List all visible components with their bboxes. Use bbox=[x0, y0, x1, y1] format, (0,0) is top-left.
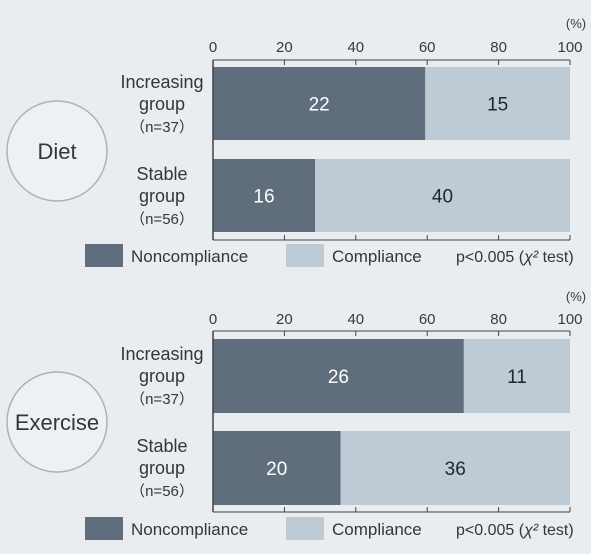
bar-value-label: 15 bbox=[487, 95, 508, 116]
x-tick-label: 40 bbox=[347, 39, 364, 56]
x-tick-label: 40 bbox=[347, 311, 364, 328]
category-sample-size: （n=56） bbox=[130, 211, 194, 228]
category-sample-size: （n=37） bbox=[130, 391, 194, 408]
p-value-prefix: p<0.005 ( bbox=[456, 249, 525, 266]
bar-value-label: 36 bbox=[445, 459, 466, 480]
category-sample-size: （n=56） bbox=[130, 483, 194, 500]
x-tick-label: 60 bbox=[419, 311, 436, 328]
x-tick-label: 100 bbox=[557, 39, 582, 56]
bar-value-label: 20 bbox=[266, 459, 287, 480]
p-value-suffix: test) bbox=[538, 522, 574, 539]
p-value-note: p<0.005 (χ² test) bbox=[456, 249, 574, 266]
x-tick-label: 20 bbox=[276, 39, 293, 56]
bar-value-label: 26 bbox=[328, 367, 349, 388]
p-value-note: p<0.005 (χ² test) bbox=[456, 522, 574, 539]
category-label-line1: Stable bbox=[136, 436, 187, 456]
p-value-suffix: test) bbox=[538, 249, 574, 266]
panel-title-circle bbox=[6, 371, 108, 473]
legend-label-compliance: Compliance bbox=[332, 520, 422, 539]
p-value-prefix: p<0.005 ( bbox=[456, 522, 525, 539]
x-tick-label: 60 bbox=[419, 39, 436, 56]
legend-swatch-compliance bbox=[286, 517, 324, 540]
category-label-line1: Increasing bbox=[120, 72, 203, 92]
category-label-line2: group bbox=[139, 458, 185, 478]
x-tick-label: 20 bbox=[276, 311, 293, 328]
bar-noncompliance-1 bbox=[213, 159, 315, 232]
legend-swatch-noncompliance bbox=[85, 244, 123, 267]
axis-unit-label: (%) bbox=[566, 16, 586, 31]
category-label-line2: group bbox=[139, 186, 185, 206]
legend-label-noncompliance: Noncompliance bbox=[131, 520, 248, 539]
legend-swatch-compliance bbox=[286, 244, 324, 267]
bar-value-label: 16 bbox=[253, 187, 274, 208]
legend-swatch-noncompliance bbox=[85, 517, 123, 540]
legend-label-noncompliance: Noncompliance bbox=[131, 247, 248, 266]
bar-compliance-1 bbox=[340, 431, 570, 505]
x-tick-label: 100 bbox=[557, 311, 582, 328]
bar-value-label: 22 bbox=[309, 95, 330, 116]
x-tick-label: 80 bbox=[490, 311, 507, 328]
x-tick-label: 0 bbox=[209, 39, 217, 56]
x-tick-label: 80 bbox=[490, 39, 507, 56]
chi-square-symbol: χ² bbox=[522, 522, 539, 539]
panel-title: Exercise bbox=[15, 410, 99, 435]
category-label-line1: Increasing bbox=[120, 344, 203, 364]
chi-square-symbol: χ² bbox=[522, 249, 539, 266]
panel-title-circle bbox=[6, 100, 108, 202]
bar-noncompliance-1 bbox=[213, 431, 341, 505]
category-label-line1: Stable bbox=[136, 164, 187, 184]
bar-compliance-0 bbox=[463, 339, 570, 413]
bar-noncompliance-0 bbox=[213, 339, 464, 413]
panel-title: Diet bbox=[37, 139, 76, 164]
bar-compliance-0 bbox=[425, 67, 570, 140]
bar-compliance-1 bbox=[315, 159, 570, 232]
category-sample-size: （n=37） bbox=[130, 119, 194, 136]
bar-value-label: 11 bbox=[507, 367, 527, 388]
axis-unit-label: (%) bbox=[566, 289, 586, 304]
bar-value-label: 40 bbox=[432, 187, 453, 208]
category-label-line2: group bbox=[139, 366, 185, 386]
bar-noncompliance-0 bbox=[213, 67, 426, 140]
legend-label-compliance: Compliance bbox=[332, 247, 422, 266]
category-label-line2: group bbox=[139, 94, 185, 114]
x-tick-label: 0 bbox=[209, 311, 217, 328]
